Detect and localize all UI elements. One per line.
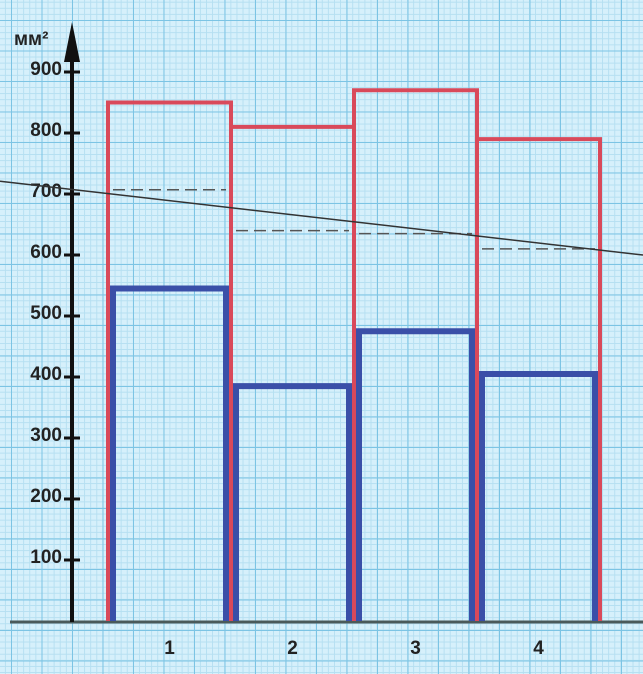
y-tick-label: 200 bbox=[30, 486, 62, 507]
bar bbox=[475, 137, 602, 621]
y-tick-label: 700 bbox=[30, 181, 62, 202]
x-tick-label: 3 bbox=[410, 638, 421, 659]
bar bbox=[233, 383, 352, 621]
bar bbox=[110, 285, 229, 621]
bar bbox=[479, 370, 598, 621]
bar bbox=[106, 100, 233, 621]
y-tick-label: 400 bbox=[30, 364, 62, 385]
axis-arrow bbox=[64, 22, 80, 62]
trend-line bbox=[0, 180, 643, 256]
y-tick-label: 500 bbox=[30, 303, 62, 324]
x-tick-label: 4 bbox=[533, 638, 544, 659]
bar bbox=[356, 328, 475, 621]
x-tick-label: 1 bbox=[164, 638, 175, 659]
bar bbox=[352, 88, 479, 621]
y-tick-label: 600 bbox=[30, 242, 62, 263]
bar bbox=[229, 124, 356, 621]
x-tick-label: 2 bbox=[287, 638, 298, 659]
y-tick-label: 300 bbox=[30, 425, 62, 446]
y-tick-label: 900 bbox=[30, 59, 62, 80]
y-tick-label: 100 bbox=[30, 547, 62, 568]
y-tick-label: 800 bbox=[30, 120, 62, 141]
y-axis-label: мм² bbox=[14, 29, 48, 50]
